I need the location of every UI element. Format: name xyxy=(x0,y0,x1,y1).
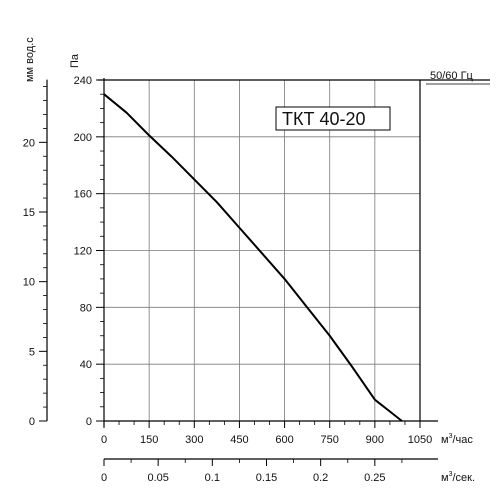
x2-axis-unit: м3/сек. xyxy=(441,471,475,484)
left-axis-tick-label: 10 xyxy=(23,277,35,289)
left-axis-tick-label: 0 xyxy=(29,416,35,428)
x-tick-label: 900 xyxy=(366,434,384,446)
left-axis-tick-label: 15 xyxy=(23,207,35,219)
model-label: ТКТ 40-20 xyxy=(282,109,366,129)
y-tick-label: 160 xyxy=(74,189,92,201)
x-tick-label: 150 xyxy=(140,434,158,446)
axes xyxy=(39,78,490,466)
x-tick-label: 0 xyxy=(101,434,107,446)
x-tick-label: 600 xyxy=(275,434,293,446)
y-tick-label: 240 xyxy=(74,75,92,87)
y-tick-label: 80 xyxy=(80,302,92,314)
x-axis-unit: м3/час xyxy=(441,433,473,446)
performance-curve xyxy=(103,93,403,422)
y-tick-label: 200 xyxy=(74,132,92,144)
series-layer xyxy=(103,93,403,422)
y-axis-unit: Па xyxy=(69,53,81,68)
x-tick-label: 750 xyxy=(321,434,339,446)
x2-tick-label: 0.25 xyxy=(364,472,385,484)
left-axis-tick-label: 5 xyxy=(29,346,35,358)
x-tick-label: 1050 xyxy=(408,434,432,446)
frequency-label: 50/60 Гц xyxy=(430,70,474,82)
grid xyxy=(104,79,421,421)
x2-tick-label: 0.05 xyxy=(147,472,168,484)
y-tick-label: 40 xyxy=(80,359,92,371)
x2-tick-label: 0.2 xyxy=(313,472,328,484)
x-tick-label: 450 xyxy=(230,434,248,446)
x2-tick-label: 0 xyxy=(101,472,107,484)
x-tick-label: 300 xyxy=(185,434,203,446)
left-axis-tick-label: 20 xyxy=(23,137,35,149)
y-tick-label: 120 xyxy=(74,246,92,258)
left-axis-unit: мм вод.с xyxy=(24,37,36,82)
y-tick-label: 0 xyxy=(86,416,92,428)
x2-tick-label: 0.15 xyxy=(256,472,277,484)
model-label-box xyxy=(275,106,391,131)
x2-tick-label: 0.1 xyxy=(205,472,220,484)
